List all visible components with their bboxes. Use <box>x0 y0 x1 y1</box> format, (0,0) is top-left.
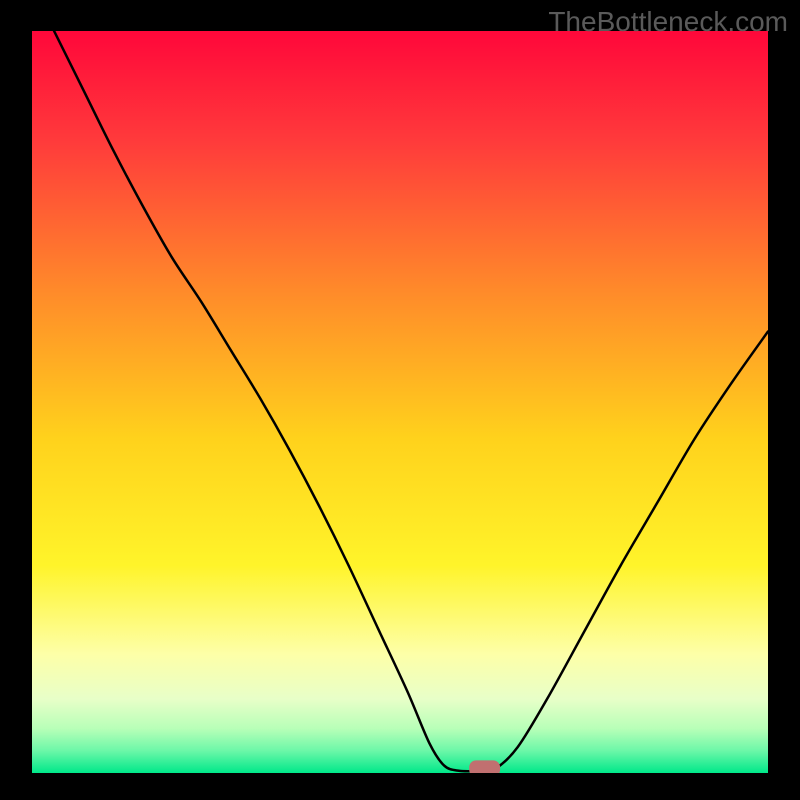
optimal-point-marker <box>469 760 500 773</box>
bottleneck-curve-chart <box>32 31 768 773</box>
gradient-background <box>32 31 768 773</box>
watermark-text: TheBottleneck.com <box>548 6 788 38</box>
chart-container: TheBottleneck.com <box>0 0 800 800</box>
